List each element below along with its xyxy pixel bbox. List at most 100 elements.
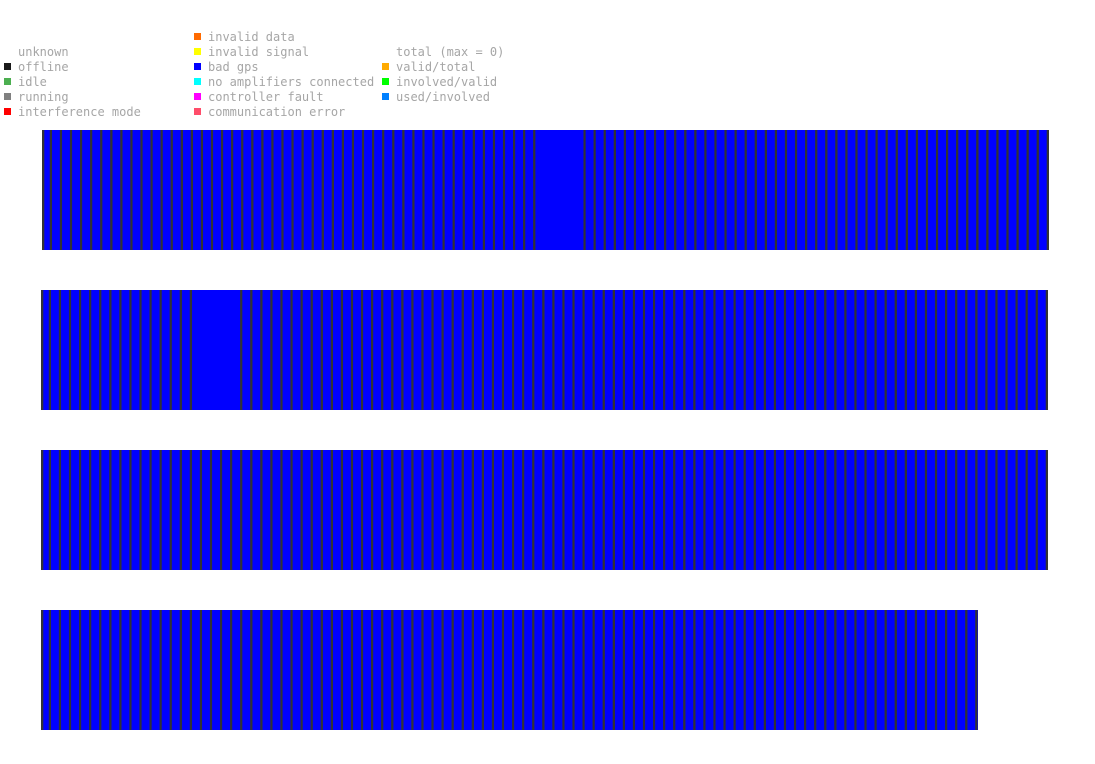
station-cell (383, 290, 394, 410)
station-divider (572, 610, 575, 730)
station-divider (653, 130, 657, 250)
station-divider (632, 290, 636, 410)
station-divider (330, 450, 334, 570)
station-divider (371, 610, 374, 730)
station-cell (786, 450, 797, 570)
station-divider (1026, 130, 1029, 250)
station-divider (642, 450, 646, 570)
legend-label: invalid signal (208, 45, 310, 59)
station-cell (766, 610, 777, 730)
station-divider (845, 130, 848, 250)
station-cell (313, 130, 324, 250)
station-cell (685, 610, 696, 730)
station-cell (252, 290, 263, 410)
station-divider (119, 610, 122, 730)
legend-label: involved/valid (396, 75, 498, 89)
station-divider (955, 290, 958, 410)
station-divider (432, 130, 435, 250)
station-cell (635, 290, 646, 410)
legend-swatch (4, 108, 11, 115)
station-cell (91, 290, 102, 410)
station-divider (320, 290, 323, 410)
station-divider (602, 290, 605, 410)
station-divider (270, 450, 273, 570)
station-cell (896, 290, 908, 410)
station-cell (181, 450, 193, 570)
station-cell (302, 610, 313, 730)
legend-label: valid/total (396, 60, 476, 74)
station-cell (665, 450, 676, 570)
station-cell (755, 610, 767, 730)
station-cell (504, 290, 515, 410)
station-divider (371, 450, 374, 570)
station-cell (826, 290, 837, 410)
station-divider (894, 450, 897, 570)
station-divider (431, 450, 434, 570)
legend-swatch (194, 78, 201, 85)
station-divider (1035, 290, 1038, 410)
station-divider (300, 290, 303, 410)
station-divider (683, 450, 686, 570)
station-divider (572, 290, 575, 410)
status-strip-3 (41, 450, 1048, 570)
station-divider (965, 450, 968, 570)
station-cell (484, 290, 495, 410)
station-divider (824, 610, 827, 730)
station-cell (292, 610, 303, 730)
station-divider (693, 450, 696, 570)
station-divider (773, 450, 777, 570)
station-cell (344, 130, 355, 250)
station-cell (564, 290, 575, 410)
station-cell (1037, 290, 1048, 410)
station-cell (675, 610, 686, 730)
station-cell (101, 450, 112, 570)
station-divider (511, 290, 515, 410)
station-cell (907, 290, 918, 410)
station-divider (382, 130, 385, 250)
station-cell (212, 610, 223, 730)
station-cell (676, 130, 687, 250)
station-divider (854, 450, 857, 570)
station-cell (725, 610, 736, 730)
station-divider (924, 610, 928, 730)
station-divider (894, 290, 897, 410)
station-divider (652, 290, 656, 410)
station-cell (192, 610, 203, 730)
station-cell (675, 290, 686, 410)
station-cell (505, 130, 516, 250)
station-divider (502, 130, 506, 250)
station-cell (574, 290, 585, 410)
station-cell (806, 610, 817, 730)
station-divider (381, 450, 384, 570)
station-divider (360, 610, 364, 730)
station-cell (836, 450, 847, 570)
station-cell (594, 610, 605, 730)
station-cell (867, 130, 878, 250)
station-cell (977, 290, 988, 410)
station-divider (199, 610, 203, 730)
legend-swatch (4, 63, 11, 70)
station-divider (985, 290, 988, 410)
station-cell (282, 450, 293, 570)
station-cell (323, 130, 335, 250)
station-cell (776, 610, 787, 730)
station-divider (773, 610, 777, 730)
station-divider (814, 450, 817, 570)
station-cell (363, 290, 374, 410)
station-cell (111, 610, 122, 730)
station-divider (49, 130, 53, 250)
station-divider (773, 290, 777, 410)
station-cell (735, 450, 746, 570)
legend-item: idle (4, 75, 141, 90)
station-cell (181, 610, 193, 730)
station-divider (703, 290, 706, 410)
station-cell (665, 610, 676, 730)
station-cell (998, 130, 1009, 250)
station-divider (986, 130, 989, 250)
station-divider (441, 450, 444, 570)
station-divider (874, 290, 877, 410)
station-cell (131, 610, 142, 730)
station-cell (524, 450, 535, 570)
station-cell (947, 290, 958, 410)
station-divider (260, 290, 263, 410)
